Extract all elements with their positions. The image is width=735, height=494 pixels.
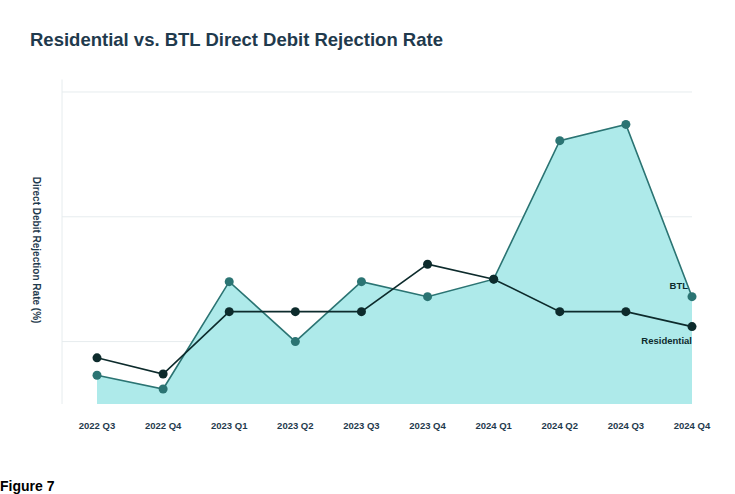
marker	[93, 353, 102, 362]
marker	[225, 307, 234, 316]
x-tick-label: 2023 Q1	[211, 420, 248, 431]
marker	[423, 260, 432, 269]
area-fill	[97, 124, 692, 404]
x-tick-label: 2024 Q2	[542, 420, 578, 431]
marker	[357, 277, 366, 286]
series-label: BTL	[670, 280, 689, 291]
x-tick-label: 2022 Q4	[145, 420, 182, 431]
series-line	[97, 124, 692, 389]
marker	[555, 136, 564, 145]
marker	[159, 385, 168, 394]
marker	[93, 371, 102, 380]
x-tick-label: 2024 Q3	[608, 420, 644, 431]
x-tick-label: 2023 Q3	[343, 420, 379, 431]
marker	[489, 275, 498, 284]
title: Residential vs. BTL Direct Debit Rejecti…	[30, 29, 443, 50]
marker	[688, 322, 697, 331]
marker	[357, 307, 366, 316]
marker	[621, 307, 630, 316]
marker	[555, 307, 564, 316]
series-line	[97, 264, 692, 374]
grid-line	[62, 91, 692, 92]
marker	[489, 275, 498, 284]
plot-area	[93, 120, 697, 404]
x-tick-label: 2024 Q4	[674, 420, 711, 431]
marker	[225, 277, 234, 286]
marker	[423, 292, 432, 301]
marker	[688, 292, 697, 301]
marker	[291, 337, 300, 346]
x-tick-label: 2022 Q3	[79, 420, 115, 431]
caption: Figure 7	[0, 478, 55, 494]
series-label: Residential	[641, 335, 692, 346]
y-axis-line	[62, 80, 63, 405]
marker	[291, 307, 300, 316]
x-tick-label: 2023 Q4	[409, 420, 446, 431]
x-tick-label: 2024 Q1	[475, 420, 512, 431]
marker	[621, 120, 630, 129]
y-axis-label: Direct Debit Rejection Rate (%)	[31, 177, 42, 324]
marker	[159, 370, 168, 379]
x-tick-label: 2023 Q2	[277, 420, 313, 431]
